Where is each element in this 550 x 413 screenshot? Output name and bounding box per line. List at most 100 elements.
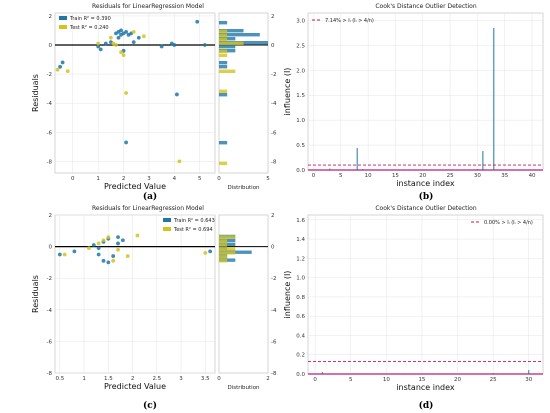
test-hist-bar <box>219 251 236 255</box>
x-tick-label: 1 <box>96 176 100 182</box>
x-tick-label: 10 <box>383 377 390 383</box>
train-point <box>195 19 200 24</box>
y-tick-label: 0.0 <box>296 168 305 174</box>
legend-swatch <box>59 16 67 20</box>
train-point <box>124 30 129 34</box>
train-point <box>96 246 101 251</box>
y-tick-label: 2 <box>49 213 53 219</box>
test-point <box>116 247 120 252</box>
plot-title: Cook's Distance Outlier Detection <box>375 205 476 212</box>
test-hist-bar <box>219 53 228 57</box>
legend-label: 7.14% > Iᵢ (Iᵢ > 4/n) <box>325 18 374 24</box>
test-point <box>62 252 67 257</box>
test-point <box>55 67 60 72</box>
x-tick-label: 30 <box>525 377 532 383</box>
test-point <box>87 246 91 251</box>
histogram-label: Distribution <box>227 385 260 391</box>
test-point <box>135 233 140 238</box>
x-tick-label: 25 <box>447 173 454 179</box>
x-tick-label: 40 <box>529 173 536 179</box>
train-hist-bar <box>219 93 228 97</box>
y-axis-label: Residuals <box>31 275 40 313</box>
panel-caption: (b) <box>419 191 434 202</box>
train-point <box>120 238 125 243</box>
test-point <box>101 238 106 243</box>
legend-swatch <box>163 218 171 222</box>
y-tick-label: 1.0 <box>296 276 305 282</box>
y-tick-label: 1.2 <box>296 256 305 262</box>
train-point <box>131 40 136 44</box>
test-point <box>111 258 116 263</box>
test-hist-bar <box>219 29 228 33</box>
hist-y-tick: -6 <box>271 339 277 345</box>
hist-x-tick: 5 <box>266 176 270 182</box>
x-tick-label: 2 <box>131 376 135 382</box>
train-point <box>58 64 62 69</box>
test-hist-bar <box>219 247 236 251</box>
x-tick-label: 1.5 <box>104 376 113 382</box>
plot-title: Residuals for LinearRegression Model <box>92 205 204 212</box>
x-tick-label: 15 <box>418 377 425 383</box>
x-tick-label: 25 <box>490 377 497 383</box>
y-tick-label: 0.8 <box>296 295 305 301</box>
y-axis-label: influence (I) <box>283 271 292 319</box>
y-tick-label: 0.4 <box>296 333 305 339</box>
test-point <box>96 41 101 46</box>
test-hist-bar <box>219 49 228 53</box>
test-hist-bar <box>219 89 228 93</box>
test-point <box>203 251 208 255</box>
train-point <box>103 41 108 46</box>
x-tick-label: 35 <box>501 173 508 179</box>
train-point <box>91 243 96 247</box>
x-tick-label: 0 <box>71 176 75 182</box>
train-point <box>106 260 111 265</box>
test-hist-bar <box>219 259 228 263</box>
y-tick-label: -2 <box>47 276 52 282</box>
y-tick-label: 1.0 <box>296 118 305 124</box>
x-tick-label: 2.5 <box>152 376 161 382</box>
hist-y-tick: -6 <box>271 130 277 136</box>
test-hist-bar <box>219 41 244 45</box>
legend-label: Train R² = 0.390 <box>69 16 111 22</box>
train-point <box>116 35 121 40</box>
plot-area-b <box>307 12 544 171</box>
test-point <box>119 50 123 55</box>
legend-swatch <box>59 25 67 29</box>
x-axis-label: instance index <box>396 179 455 188</box>
x-tick-label: 3.5 <box>201 376 210 382</box>
histogram-label: Distribution <box>227 185 260 191</box>
y-tick-label: -2 <box>47 72 52 78</box>
legend-swatch <box>163 227 171 231</box>
hist-x-tick: 2 <box>266 376 270 382</box>
train-point <box>159 44 164 49</box>
x-tick-label: 0 <box>313 377 317 383</box>
x-tick-label: 3 <box>179 376 183 382</box>
hist-x-tick: 0 <box>217 176 221 182</box>
train-hist-bar <box>219 21 228 25</box>
train-hist-bar <box>219 29 244 33</box>
plot-title: Residuals for LinearRegression Model <box>92 3 204 10</box>
train-point <box>119 28 123 33</box>
hist-y-tick: -2 <box>271 276 276 282</box>
y-tick-label: 1.6 <box>296 218 305 224</box>
test-hist-bar <box>219 33 228 37</box>
x-tick-label: 10 <box>365 173 372 179</box>
hist-y-tick: 2 <box>271 14 275 20</box>
x-axis-label: Predicted Value <box>104 382 166 391</box>
test-point <box>114 43 118 47</box>
y-tick-label: 0.6 <box>296 314 305 320</box>
y-tick-label: 1.4 <box>296 237 305 243</box>
legend-label: Train R² = 0.643 <box>173 218 215 224</box>
hist-y-tick: 0 <box>271 245 275 251</box>
y-tick-label: -8 <box>47 159 53 165</box>
train-hist-bar <box>219 33 260 37</box>
x-tick-label: 1 <box>82 376 86 382</box>
y-tick-label: 0.0 <box>296 372 305 378</box>
y-tick-label: 0.5 <box>296 143 305 149</box>
hist-y-tick: -8 <box>271 159 277 165</box>
hist-y-tick: -8 <box>271 371 277 377</box>
x-tick-label: 30 <box>474 173 481 179</box>
test-hist-bar <box>219 255 228 259</box>
plot-title: Cook's Distance Outlier Detection <box>375 3 476 10</box>
